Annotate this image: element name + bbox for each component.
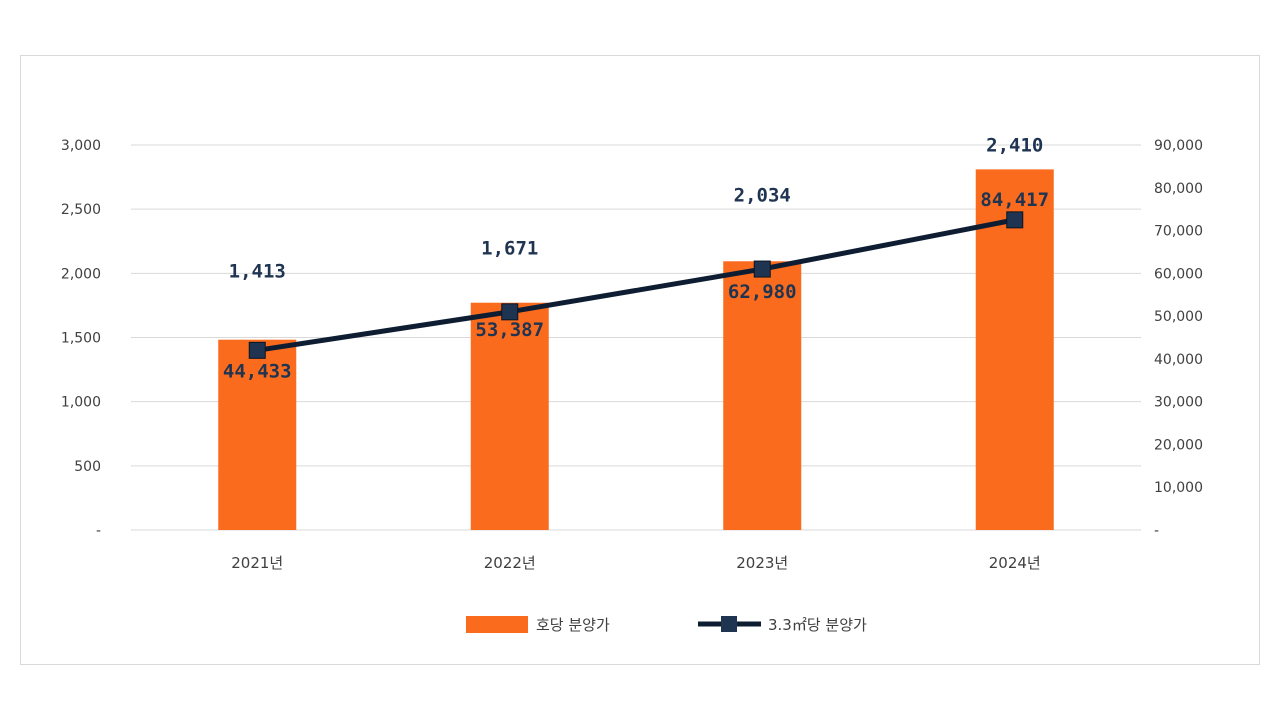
right-axis-tick-label: 70,000 [1154, 224, 1203, 240]
line-marker [1006, 211, 1024, 229]
left-axis-tick-label: 2,000 [61, 266, 101, 282]
x-axis-category-label: 2022년 [484, 554, 536, 572]
right-axis-tick-label: 60,000 [1154, 266, 1203, 282]
line-data-label: 53,387 [475, 319, 544, 341]
x-axis-category-label: 2023년 [736, 554, 788, 572]
left-axis-tick-label: 2,500 [61, 202, 101, 218]
bar-data-label: 1,413 [229, 261, 286, 283]
bar-data-label: 2,034 [734, 184, 791, 206]
left-axis-tick-label: 500 [74, 459, 101, 475]
legend-bar-label: 호당 분양가 [536, 616, 610, 634]
right-axis-tick-label: 20,000 [1154, 437, 1203, 453]
bar [723, 261, 802, 530]
right-axis-tick-label: 40,000 [1154, 352, 1203, 368]
bar [218, 339, 297, 530]
right-axis-tick-label: 30,000 [1154, 395, 1203, 411]
left-axis-tick-label: - [96, 523, 101, 539]
right-axis-tick-label: - [1154, 523, 1159, 539]
bar-data-label: 2,410 [986, 134, 1043, 156]
right-axis-tick-label: 50,000 [1154, 309, 1203, 325]
left-axis-tick-label: 1,500 [61, 331, 101, 347]
right-axis-tick-label: 10,000 [1154, 480, 1203, 496]
line-marker [501, 303, 519, 321]
chart-frame: - 500 1,000 1,500 2,000 2,500 3,000 - 10,000 20,0… [20, 55, 1260, 665]
line-marker [753, 260, 771, 278]
right-axis-tick-label: 90,000 [1154, 138, 1203, 154]
line-data-label: 44,433 [223, 360, 292, 382]
x-axis-category-label: 2024년 [989, 554, 1041, 572]
legend-line-marker [721, 616, 737, 632]
line-marker [248, 341, 266, 359]
legend-bar-swatch [466, 616, 528, 633]
line-data-label: 84,417 [980, 189, 1049, 211]
combo-chart: - 500 1,000 1,500 2,000 2,500 3,000 - 10,000 20,0… [61, 134, 1203, 634]
left-axis-tick-label: 3,000 [61, 138, 101, 154]
line-data-label: 62,980 [728, 281, 797, 303]
series-line [256, 217, 1016, 353]
bar [470, 302, 549, 530]
left-axis-tick-label: 1,000 [61, 395, 101, 411]
right-axis-tick-label: 80,000 [1154, 181, 1203, 197]
x-axis-category-label: 2021년 [231, 554, 283, 572]
legend-line-label: 3.3㎡당 분양가 [768, 616, 867, 634]
bar-data-label: 1,671 [481, 238, 538, 260]
bar [975, 169, 1054, 530]
